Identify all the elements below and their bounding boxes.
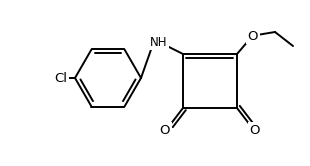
Text: O: O — [250, 124, 260, 136]
Text: O: O — [160, 124, 170, 136]
Text: O: O — [248, 30, 258, 42]
Text: Cl: Cl — [55, 72, 68, 84]
Text: NH: NH — [150, 36, 168, 48]
